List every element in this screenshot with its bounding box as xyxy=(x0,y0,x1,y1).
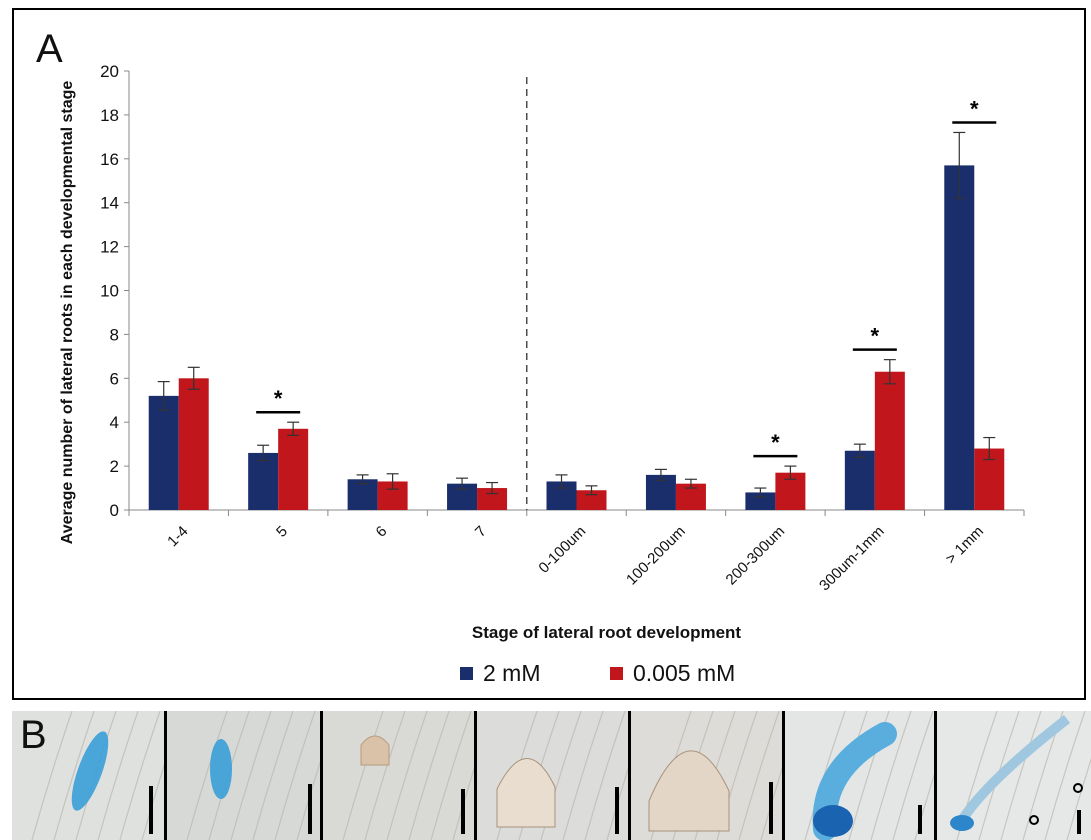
y-tick-label: 12 xyxy=(100,238,119,257)
legend-label-0005mm: 0.005 mM xyxy=(633,660,735,686)
bar-0005mm xyxy=(278,428,309,510)
x-tick-label: 5 xyxy=(273,523,291,541)
x-tick-label: 100-200um xyxy=(623,523,689,589)
x-tick-label: 7 xyxy=(472,523,490,541)
bar-0005mm xyxy=(477,488,508,510)
panel-b-micrographs: B xyxy=(12,711,1091,840)
micrograph-image xyxy=(186,711,320,840)
y-tick-label: 6 xyxy=(110,369,119,388)
micrograph-image xyxy=(804,711,934,840)
legend-swatch-0005mm xyxy=(610,667,623,680)
micrograph-image xyxy=(496,711,628,840)
panel-b-label: B xyxy=(20,713,47,757)
x-axis-label: Stage of lateral root development xyxy=(472,623,742,642)
significance-star: * xyxy=(871,324,880,349)
bar-0005mm xyxy=(178,378,209,510)
y-tick-label: 4 xyxy=(110,413,119,432)
scale-bar xyxy=(308,784,312,834)
y-axis-label: Average number of lateral roots in each … xyxy=(59,81,76,545)
micrograph-image xyxy=(31,711,164,840)
significance-star: * xyxy=(274,386,283,411)
x-tick-label: 300um-1mm xyxy=(816,523,888,595)
scale-bar xyxy=(615,787,619,834)
scale-bar xyxy=(918,805,922,834)
micrograph-tile xyxy=(167,711,320,840)
micrograph-tile xyxy=(323,711,474,840)
y-tick-label: 0 xyxy=(110,501,119,520)
micrograph-tile xyxy=(12,711,164,840)
x-tick-label: 6 xyxy=(373,523,391,541)
micrograph-image xyxy=(342,711,474,840)
bar-chart: A 0 2 4 6 8 10 12 14 16 18 20 Average number of lat… xyxy=(36,27,1025,686)
micrograph-tile xyxy=(785,711,934,840)
y-tick-label: 8 xyxy=(110,325,119,344)
y-tick-label: 2 xyxy=(110,457,119,476)
micrograph-image xyxy=(648,711,782,840)
bar-2mm xyxy=(347,479,378,510)
bar-2mm xyxy=(148,395,179,510)
y-tick-label: 10 xyxy=(100,282,119,301)
legend-swatch-2mm xyxy=(460,667,473,680)
y-tick-label: 14 xyxy=(100,194,119,213)
legend: 2 mM 0.005 mM xyxy=(460,660,735,686)
panel-a: A 0 2 4 6 8 10 12 14 16 18 20 Average number of lat… xyxy=(12,8,1086,700)
micrograph-tile xyxy=(477,711,628,840)
scale-bar xyxy=(1077,810,1081,834)
bar-2mm xyxy=(745,492,776,510)
x-tick-label: 1-4 xyxy=(164,523,191,550)
panel-a-label: A xyxy=(36,27,63,71)
micrograph-image xyxy=(950,711,1091,840)
bar-2mm xyxy=(248,452,279,510)
x-tick-label: 200-300um xyxy=(723,523,789,589)
y-tick-label: 20 xyxy=(100,62,119,81)
bar-0005mm xyxy=(874,371,905,510)
micrograph-tile xyxy=(937,711,1091,840)
significance-star: * xyxy=(771,430,780,455)
legend-label-2mm: 2 mM xyxy=(483,660,541,686)
x-tick-label: > 1mm xyxy=(942,523,987,568)
bar-2mm xyxy=(944,165,975,510)
bar-0005mm xyxy=(576,490,607,510)
bar-2mm xyxy=(844,450,875,510)
significance-star: * xyxy=(970,96,979,121)
scale-bar xyxy=(769,782,773,834)
x-tick-label: 0-100um xyxy=(535,523,589,577)
y-tick-label: 16 xyxy=(100,150,119,169)
scale-bar xyxy=(461,789,465,834)
y-tick-label: 18 xyxy=(100,106,119,125)
scale-bar xyxy=(149,786,153,834)
micrograph-tile xyxy=(631,711,782,840)
